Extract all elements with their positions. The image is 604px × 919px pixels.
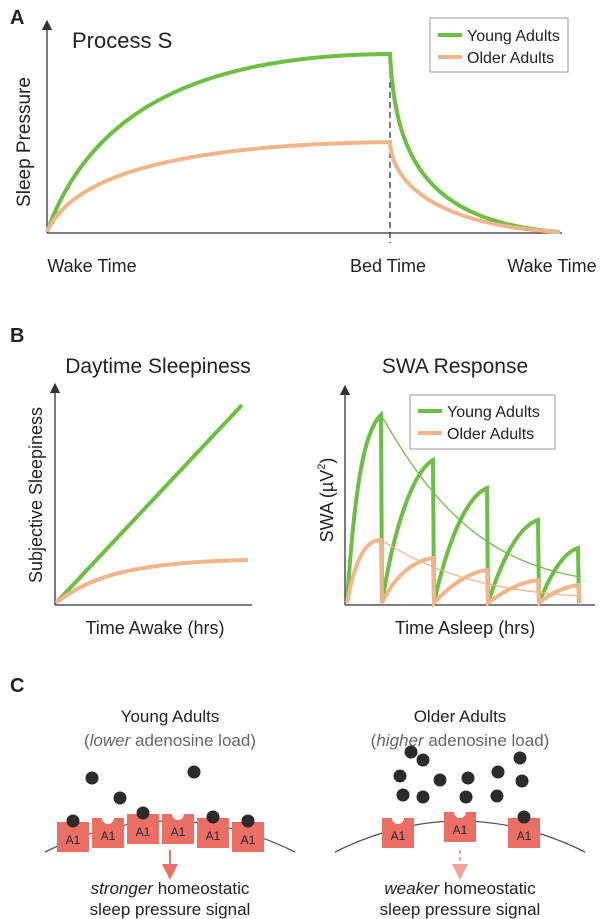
adenosine: [462, 772, 475, 785]
receptor-label: A1: [241, 833, 256, 847]
adenosine: [516, 775, 529, 788]
adenosine: [417, 791, 430, 804]
legend-label: Young Adults: [467, 28, 560, 45]
adenosine: [417, 754, 430, 767]
adenosine: [460, 791, 473, 804]
signal-text: sleep pressure signal: [90, 900, 251, 919]
subtitle-part: adenosine load): [130, 731, 256, 750]
signal-part: weaker: [384, 879, 440, 898]
adenosine: [207, 811, 220, 824]
group-subtitle: (lower adenosine load): [84, 731, 256, 750]
legend-label: Young Adults: [447, 404, 540, 421]
panel-title: Daytime Sleepiness: [65, 355, 251, 378]
adenosine: [492, 766, 505, 779]
adenosine: [137, 807, 150, 820]
panel-label: B: [10, 325, 24, 347]
binding-site: [454, 806, 466, 818]
binding-site: [392, 812, 404, 824]
group-title: Young Adults: [121, 707, 220, 726]
adenosine: [188, 766, 201, 779]
adenosine: [67, 815, 80, 828]
signal-text: weaker homeostatic: [384, 879, 536, 898]
adenosine: [491, 790, 504, 803]
signal-text: sleep pressure signal: [380, 900, 541, 919]
adenosine: [242, 815, 255, 828]
receptor-label: A1: [136, 825, 151, 839]
panel-label: A: [10, 7, 24, 29]
adenosine: [434, 774, 447, 787]
older-group: Older Adults (higher adenosine load) A1 A1 A…: [335, 707, 585, 919]
y-axis-label: SWA (µV2): [316, 458, 337, 543]
adenosine: [514, 752, 527, 765]
panel-title: SWA Response: [382, 355, 528, 378]
x-label: Wake Time: [47, 256, 136, 276]
x-axis-label: Time Asleep (hrs): [395, 618, 535, 638]
adenosine: [397, 789, 410, 802]
group-title: Older Adults: [414, 707, 507, 726]
older-curve: [56, 560, 248, 603]
receptor-label: A1: [66, 833, 81, 847]
signal-part: homeostatic: [153, 879, 250, 898]
panel-label: C: [10, 675, 24, 697]
y-label-part: ): [317, 458, 337, 464]
receptor-label: A1: [171, 825, 186, 839]
group-subtitle: (higher adenosine load): [371, 731, 550, 750]
young-group: Young Adults (lower adenosine load) A1 A1 A1…: [45, 707, 295, 919]
receptor-label: A1: [517, 829, 532, 843]
binding-site: [102, 812, 114, 824]
figure: A Process S Sleep Pressure Wake Time Bed…: [0, 0, 604, 919]
x-label: Wake Time: [507, 256, 596, 276]
adenosine: [114, 792, 127, 805]
binding-site: [172, 808, 184, 820]
adenosine: [518, 811, 531, 824]
legend-label: Older Adults: [447, 426, 534, 443]
y-axis-label: Sleep Pressure: [14, 77, 35, 207]
receptor-label: A1: [101, 829, 116, 843]
subtitle-part: adenosine load): [424, 731, 550, 750]
adenosine: [405, 746, 418, 759]
adenosine: [86, 772, 99, 785]
x-axis-label: Time Awake (hrs): [85, 618, 224, 638]
subtitle-part: lower: [90, 731, 132, 750]
young-curve: [56, 405, 242, 603]
signal-part: stronger: [91, 879, 155, 898]
y-axis-label: Subjective Sleepiness: [26, 407, 46, 583]
y-label-part: SWA (µV: [317, 470, 337, 543]
receptor-label: A1: [453, 823, 468, 837]
x-label: Bed Time: [350, 256, 426, 276]
receptor-label: A1: [391, 829, 406, 843]
signal-part: homeostatic: [439, 879, 536, 898]
signal-text: stronger homeostatic: [91, 879, 250, 898]
legend-label: Older Adults: [467, 50, 554, 67]
adenosine: [394, 770, 407, 783]
subtitle-part: higher: [376, 731, 425, 750]
receptor-label: A1: [206, 829, 221, 843]
panel-title: Process S: [72, 28, 172, 53]
